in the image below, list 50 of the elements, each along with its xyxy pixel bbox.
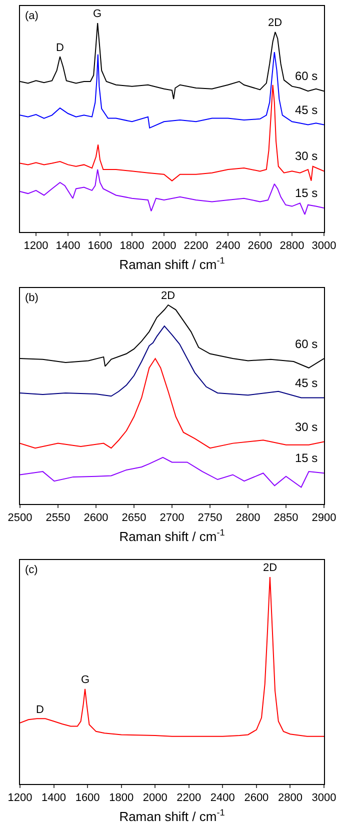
x-tick-label: 2750 [198,512,222,524]
x-axis-title: Raman shift / cm$^{-1}$ [119,255,225,272]
x-tick-label: 2400 [216,240,240,252]
x-tick-label: 3000 [312,240,336,252]
x-tick-label: 1200 [8,792,32,804]
x-tick-label: 2800 [236,512,260,524]
x-tick-label: 2200 [176,792,202,804]
annotation: D [56,42,64,54]
x-tick-label: 2600 [248,240,272,252]
x-tick-label: 2650 [122,512,146,524]
x-tick-label: 2400 [210,792,235,804]
annotation: 2D [161,290,176,302]
series-label: 30 s [295,420,318,434]
annotation: G [93,8,102,20]
x-tick-label: 1200 [24,240,48,252]
x-tick-label: 2500 [8,512,32,524]
series-label: 15 s [295,451,318,465]
text: (b) [25,292,38,304]
x-tick-label: 2800 [280,240,304,252]
x-tick-label: 1400 [42,792,66,804]
x-axis-title: Raman shift / cm$^{-1}$ [119,807,225,824]
series-label: 60 s [295,69,318,83]
x-tick-label: 2000 [152,240,176,252]
x-tick-label: 2600 [84,512,108,524]
x-tick-label: 2600 [244,792,269,804]
x-tick-label: 2900 [312,512,336,524]
x-tick-label: 3000 [312,792,336,804]
x-tick-label: 2850 [274,512,298,524]
x-tick-label: 2700 [160,512,184,524]
x-tick-label: 1600 [88,240,112,252]
x-tick-label: 2000 [142,792,168,804]
x-tick-label: 1800 [109,792,134,804]
annotation: 2D [263,562,278,574]
series-label: 45 s [295,103,318,117]
series-label: 15 s [295,186,318,200]
annotation: D [36,704,44,716]
x-axis-title: Raman shift / cm$^{-1}$ [119,527,225,544]
annotation: G [81,674,90,686]
text: (a) [25,10,38,22]
x-tick-label: 1400 [56,240,80,252]
annotation: 2D [268,17,282,29]
x-tick-label: 1800 [120,240,144,252]
text: (c) [25,564,38,576]
x-tick-label: 2550 [46,512,70,524]
x-tick-label: 1600 [75,792,100,804]
x-tick-label: 2200 [184,240,208,252]
series-label: 60 s [295,337,318,351]
series-label: 45 s [295,376,318,390]
series-label: 30 s [295,149,318,163]
x-tick-label: 2800 [278,792,302,804]
